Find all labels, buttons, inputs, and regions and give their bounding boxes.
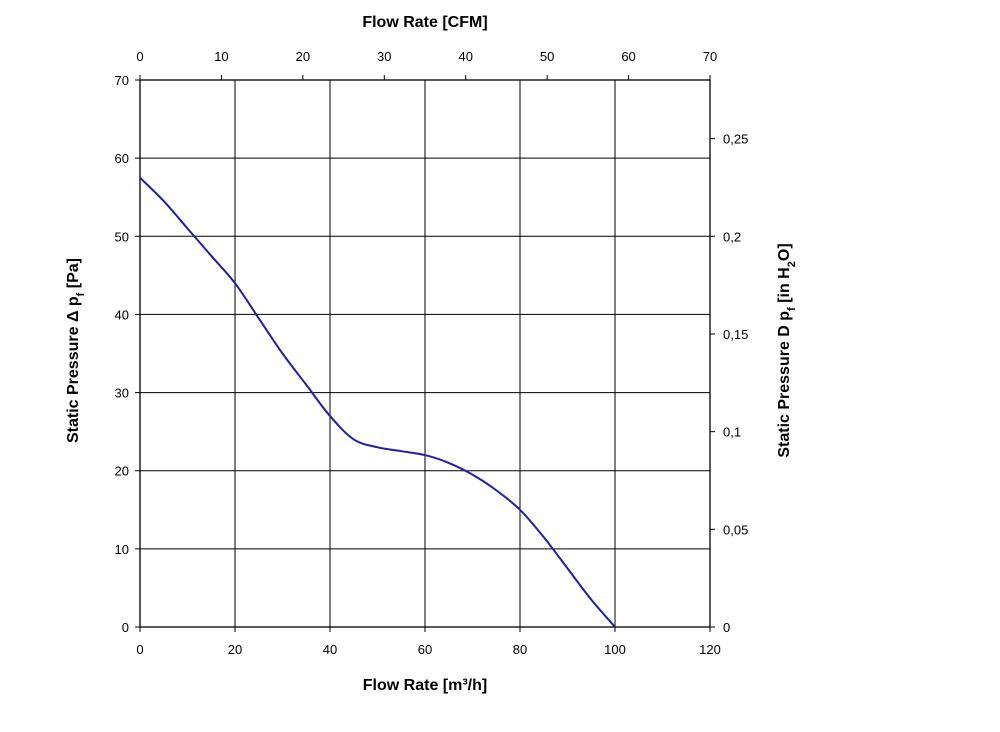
y-left-axis-title: Static Pressure Δ pf [Pa]	[65, 258, 87, 443]
x-top-axis-title: Flow Rate [CFM]	[362, 14, 487, 31]
x-top-tick-label: 20	[296, 49, 310, 64]
x-top-tick-label: 10	[214, 49, 228, 64]
x-bottom-tick-label: 0	[136, 642, 143, 657]
y-right-axis-title: Static Pressure D pf [in H2O]	[776, 243, 798, 457]
y-left-title-subscript: f	[75, 292, 87, 296]
y-right-title-unit-start: [in H	[776, 267, 793, 307]
y-right-tick-label: 0,1	[723, 425, 741, 440]
y-right-tick-label: 0,2	[723, 229, 741, 244]
y-left-title-unit: [Pa]	[65, 258, 82, 293]
y-left-title-main: Static Pressure Δ p	[65, 296, 82, 443]
y-left-tick-label: 10	[115, 542, 129, 557]
x-bottom-tick-label: 120	[699, 642, 721, 657]
x-bottom-tick-label: 100	[604, 642, 626, 657]
x-bottom-tick-label: 20	[228, 642, 242, 657]
x-top-tick-label: 40	[458, 49, 472, 64]
x-bottom-tick-label: 80	[513, 642, 527, 657]
y-right-title-main: Static Pressure D p	[776, 311, 793, 458]
x-top-tick-label: 60	[621, 49, 635, 64]
y-left-tick-label: 50	[115, 229, 129, 244]
y-left-tick-label: 40	[115, 307, 129, 322]
series-line	[139, 176, 616, 628]
y-left-tick-label: 20	[115, 464, 129, 479]
series-layer	[139, 176, 616, 628]
y-left-tick-label: 30	[115, 386, 129, 401]
grid	[140, 80, 710, 627]
x-bottom-tick-label: 60	[418, 642, 432, 657]
y-right-tick-label: 0,25	[723, 132, 748, 147]
x-bottom-tick-label: 40	[323, 642, 337, 657]
y-left-tick-label: 60	[115, 151, 129, 166]
x-top-tick-label: 70	[703, 49, 717, 64]
x-bottom-axis-title: Flow Rate [m³/h]	[363, 677, 487, 694]
y-left-tick-label: 0	[122, 620, 129, 635]
x-top-tick-label: 0	[136, 49, 143, 64]
y-right-tick-label: 0,15	[723, 327, 748, 342]
y-right-title-subscript-2: 2	[786, 261, 798, 267]
x-top-tick-label: 50	[540, 49, 554, 64]
y-left-tick-label: 70	[115, 73, 129, 88]
y-right-tick-label: 0	[723, 620, 730, 635]
y-right-tick-label: 0,05	[723, 522, 748, 537]
y-right-title-subscript-f: f	[786, 307, 798, 311]
x-top-tick-label: 30	[377, 49, 391, 64]
y-right-title-unit-end: O]	[776, 243, 793, 261]
